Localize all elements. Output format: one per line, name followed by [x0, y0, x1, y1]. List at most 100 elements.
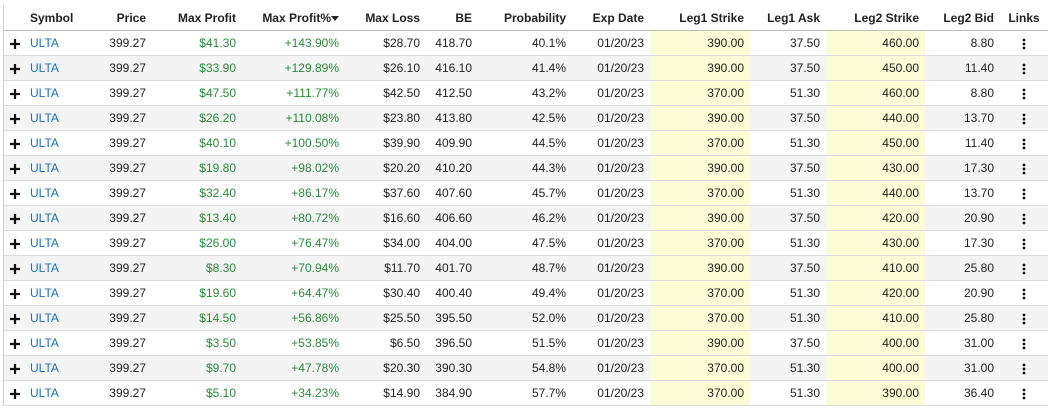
column-header[interactable]: Leg1 Ask: [750, 6, 826, 31]
symbol-link[interactable]: ULTA: [26, 205, 84, 231]
column-header[interactable]: Leg1 Strike: [650, 6, 750, 31]
links-menu[interactable]: [1000, 180, 1048, 206]
cell: 410.00: [826, 305, 925, 331]
links-menu[interactable]: [1000, 230, 1048, 256]
cell: $40.10: [152, 130, 242, 156]
cell: $20.20: [345, 155, 426, 181]
links-menu[interactable]: [1000, 330, 1048, 356]
links-menu[interactable]: [1000, 305, 1048, 331]
symbol-link[interactable]: ULTA: [26, 155, 84, 181]
expand-button[interactable]: [4, 280, 26, 306]
cell: 399.27: [84, 130, 152, 156]
cell: 399.27: [84, 280, 152, 306]
expand-button[interactable]: [4, 355, 26, 381]
cell: 20.90: [925, 280, 1000, 306]
symbol-link[interactable]: ULTA: [26, 355, 84, 381]
cell: 450.00: [826, 55, 925, 81]
kebab-icon: [1022, 38, 1026, 50]
links-menu[interactable]: [1000, 355, 1048, 381]
cell: 31.00: [925, 355, 1000, 381]
cell: 409.90: [426, 130, 478, 156]
expand-button[interactable]: [4, 380, 26, 406]
column-header[interactable]: Max Profit%: [242, 6, 345, 31]
cell: 51.30: [750, 355, 826, 381]
links-menu[interactable]: [1000, 155, 1048, 181]
cell: 399.27: [84, 180, 152, 206]
links-menu[interactable]: [1000, 205, 1048, 231]
expand-button[interactable]: [4, 330, 26, 356]
links-menu[interactable]: [1000, 80, 1048, 106]
expand-button[interactable]: [4, 180, 26, 206]
links-menu[interactable]: [1000, 55, 1048, 81]
column-header[interactable]: BE: [426, 6, 478, 31]
cell: +53.85%: [242, 330, 345, 356]
symbol-link[interactable]: ULTA: [26, 180, 84, 206]
cell: 01/20/23: [572, 280, 650, 306]
column-header[interactable]: Price: [84, 6, 152, 31]
cell: +98.02%: [242, 155, 345, 181]
column-header[interactable]: Probability: [478, 6, 572, 31]
expand-button[interactable]: [4, 130, 26, 156]
expand-button[interactable]: [4, 205, 26, 231]
cell: 51.30: [750, 280, 826, 306]
cell: $5.10: [152, 380, 242, 406]
links-menu[interactable]: [1000, 130, 1048, 156]
symbol-link[interactable]: ULTA: [26, 30, 84, 56]
cell: +129.89%: [242, 55, 345, 81]
links-menu[interactable]: [1000, 255, 1048, 281]
cell: 51.30: [750, 230, 826, 256]
cell: 370.00: [650, 380, 750, 406]
cell: 51.30: [750, 130, 826, 156]
cell: 399.27: [84, 30, 152, 56]
cell: $37.60: [345, 180, 426, 206]
column-header[interactable]: Leg2 Bid: [925, 6, 1000, 31]
cell: 410.00: [826, 255, 925, 281]
cell: 01/20/23: [572, 30, 650, 56]
cell: 400.00: [826, 355, 925, 381]
links-menu[interactable]: [1000, 30, 1048, 56]
cell: 390.30: [426, 355, 478, 381]
symbol-link[interactable]: ULTA: [26, 330, 84, 356]
plus-icon: [10, 88, 20, 99]
expand-button[interactable]: [4, 80, 26, 106]
cell: 390.00: [650, 155, 750, 181]
expand-button[interactable]: [4, 305, 26, 331]
cell: 418.70: [426, 30, 478, 56]
expand-button[interactable]: [4, 105, 26, 131]
expand-button[interactable]: [4, 155, 26, 181]
expand-button[interactable]: [4, 255, 26, 281]
column-header[interactable]: Exp Date: [572, 6, 650, 31]
symbol-link[interactable]: ULTA: [26, 305, 84, 331]
expand-button[interactable]: [4, 55, 26, 81]
column-header[interactable]: Max Loss: [345, 6, 426, 31]
symbol-link[interactable]: ULTA: [26, 230, 84, 256]
symbol-link[interactable]: ULTA: [26, 280, 84, 306]
cell: 48.7%: [478, 255, 572, 281]
expand-button[interactable]: [4, 30, 26, 56]
plus-icon: [10, 63, 20, 74]
symbol-link[interactable]: ULTA: [26, 130, 84, 156]
expand-button[interactable]: [4, 230, 26, 256]
column-header[interactable]: Symbol: [26, 6, 84, 31]
links-menu[interactable]: [1000, 105, 1048, 131]
cell: 51.30: [750, 305, 826, 331]
cell: 370.00: [650, 305, 750, 331]
column-header[interactable]: Leg2 Strike: [826, 6, 925, 31]
cell: 51.5%: [478, 330, 572, 356]
symbol-link[interactable]: ULTA: [26, 255, 84, 281]
symbol-link[interactable]: ULTA: [26, 80, 84, 106]
symbol-link[interactable]: ULTA: [26, 105, 84, 131]
cell: 36.40: [925, 380, 1000, 406]
cell: 370.00: [650, 180, 750, 206]
plus-icon: [10, 163, 20, 174]
cell: 45.7%: [478, 180, 572, 206]
plus-icon: [10, 313, 20, 324]
cell: $13.40: [152, 205, 242, 231]
symbol-link[interactable]: ULTA: [26, 380, 84, 406]
symbol-link[interactable]: ULTA: [26, 55, 84, 81]
kebab-icon: [1022, 213, 1026, 225]
links-menu[interactable]: [1000, 280, 1048, 306]
links-menu[interactable]: [1000, 380, 1048, 406]
column-header[interactable]: Max Profit: [152, 6, 242, 31]
table-row: ULTA 399.27 $47.50 +111.77% $42.50 412.50 43.2…: [4, 80, 1048, 106]
